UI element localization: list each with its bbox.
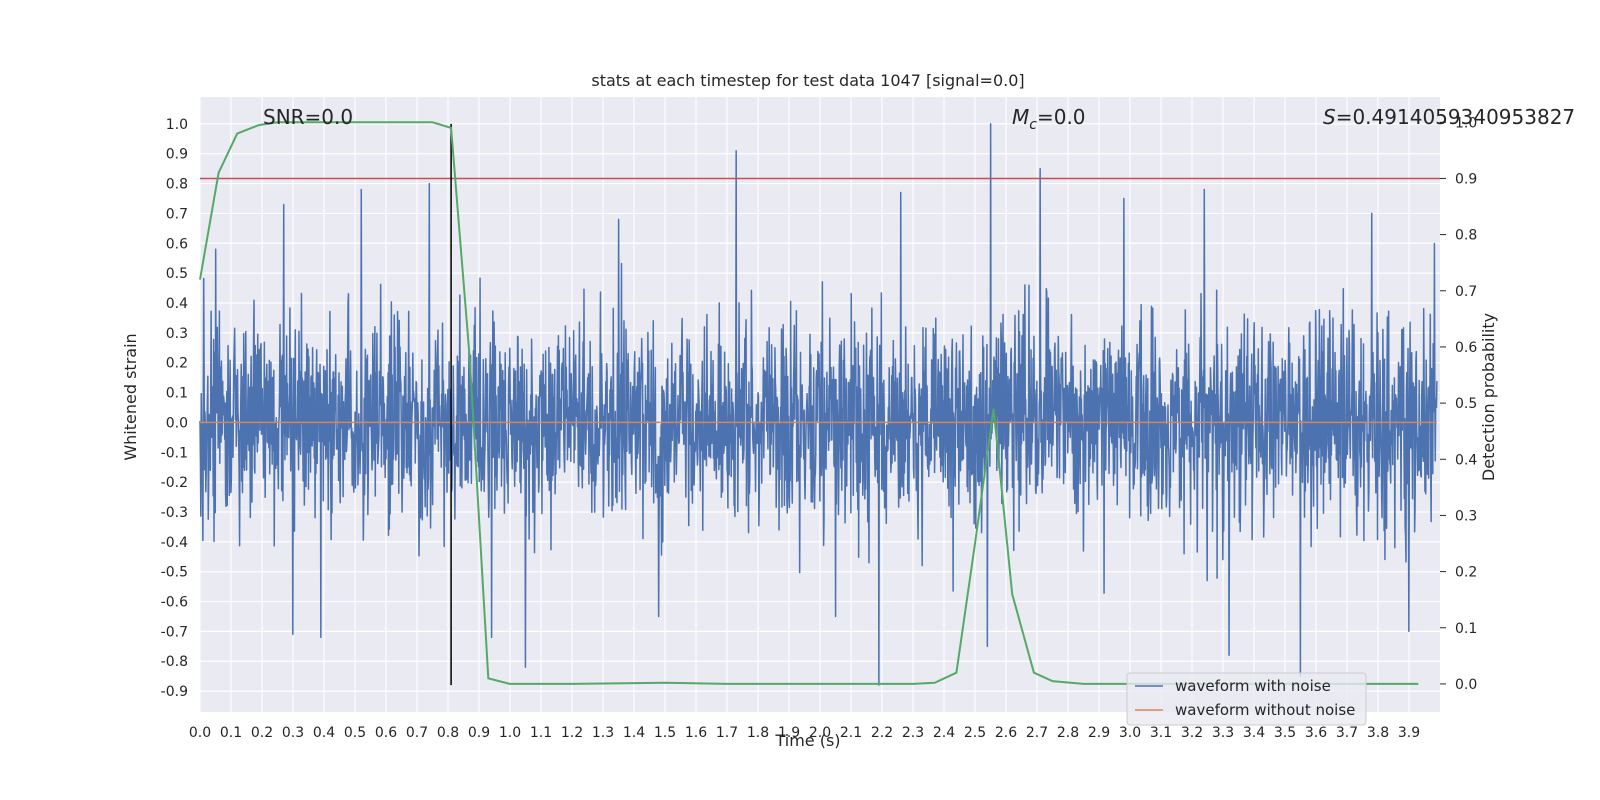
y-axis-label: Whitened strain [121, 333, 140, 460]
y-tick-label: 0.8 [166, 177, 188, 193]
x-tick-label: 1.6 [685, 725, 707, 741]
s-symbol: S [1323, 105, 1336, 129]
x-tick-label: 3.9 [1398, 725, 1420, 741]
y2-tick-label: 0.5 [1455, 396, 1477, 412]
legend-label-waveform-without-noise: waveform without noise [1175, 701, 1355, 719]
y2-axis-label: Detection probability [1479, 313, 1498, 481]
y2-tick-label: 0.6 [1455, 340, 1477, 356]
y-tick-label: -0.2 [161, 475, 188, 491]
mc-annotation: Mc=0.0 [1012, 105, 1086, 133]
x-tick-label: 0.8 [437, 725, 459, 741]
y-tick-label: -0.5 [161, 565, 188, 581]
x-tick-label: 3.5 [1274, 725, 1296, 741]
x-tick-label: 1.0 [499, 725, 521, 741]
y-axis-ticks: 1.0 0.9 0.8 0.7 0.6 0.5 0.4 0.3 0.2 0.1 0.0 -0.1 -0.… [161, 117, 188, 700]
x-tick-label: 3.2 [1181, 725, 1203, 741]
x-tick-label: 2.3 [902, 725, 924, 741]
waveform-with-noise-series [199, 123, 1438, 686]
x-tick-label: 3.1 [1150, 725, 1172, 741]
y-tick-label: 0.3 [166, 326, 188, 342]
y2-axis-ticks: 1.0 0.9 0.8 0.7 0.6 0.5 0.4 0.3 0.2 0.1 0.0 [1440, 115, 1477, 693]
mc-symbol: M [1012, 105, 1029, 129]
y-tick-label: 0.5 [166, 266, 188, 282]
y2-tick-label: 0.3 [1455, 508, 1477, 524]
y-tick-label: -0.8 [161, 654, 188, 670]
y2-tick-label: 0.8 [1455, 228, 1477, 244]
y-tick-label: 0.0 [166, 415, 188, 431]
y-tick-label: -0.6 [161, 595, 188, 611]
y-tick-label: 0.4 [166, 296, 188, 312]
y-tick-label: -0.4 [161, 535, 188, 551]
x-tick-label: 2.6 [995, 725, 1017, 741]
snr-annotation: SNR=0.0 [263, 105, 353, 129]
y2-tick-label: 1.0 [1455, 115, 1477, 131]
x-tick-label: 3.6 [1305, 725, 1327, 741]
legend-label-waveform-with-noise: waveform with noise [1175, 677, 1331, 695]
y-tick-label: 0.7 [166, 206, 188, 222]
x-tick-label: 1.3 [592, 725, 614, 741]
x-axis-ticks: 0.0 0.1 0.2 0.3 0.4 0.5 0.6 0.7 0.8 0.9 1.0 1.1 1.2 1… [189, 725, 1420, 741]
x-tick-label: 0.9 [468, 725, 490, 741]
y2-tick-label: 0.0 [1455, 677, 1477, 693]
y-tick-label: 0.1 [166, 386, 188, 402]
x-tick-label: 1.8 [747, 725, 769, 741]
y2-tick-label: 0.4 [1455, 452, 1477, 468]
mc-value: =0.0 [1037, 105, 1086, 129]
x-tick-label: 2.0 [809, 725, 831, 741]
x-tick-label: 0.3 [282, 725, 304, 741]
mc-subscript: c [1029, 117, 1037, 133]
x-tick-label: 1.2 [561, 725, 583, 741]
x-tick-label: 2.1 [840, 725, 862, 741]
y2-tick-label: 0.2 [1455, 565, 1477, 581]
x-tick-label: 3.8 [1367, 725, 1389, 741]
s-annotation: S=0.4914059340953827 [1323, 105, 1575, 129]
y-tick-label: -0.7 [161, 624, 188, 640]
x-tick-label: 0.1 [220, 725, 242, 741]
x-tick-label: 2.9 [1088, 725, 1110, 741]
y-tick-label: -0.3 [161, 505, 188, 521]
x-tick-label: 1.4 [623, 725, 645, 741]
y-tick-label: 0.6 [166, 236, 188, 252]
x-tick-label: 1.7 [716, 725, 738, 741]
legend: waveform with noise waveform without noi… [1126, 672, 1367, 726]
y2-tick-label: 0.1 [1455, 621, 1477, 637]
x-axis-label: Time (s) [774, 731, 840, 750]
x-tick-label: 0.0 [189, 725, 211, 741]
x-tick-label: 3.3 [1212, 725, 1234, 741]
x-tick-label: 2.8 [1057, 725, 1079, 741]
y-tick-label: -0.1 [161, 445, 188, 461]
x-tick-label: 2.2 [871, 725, 893, 741]
detection-probability-line [199, 121, 1419, 685]
x-tick-label: 3.0 [1119, 725, 1141, 741]
x-tick-label: 2.5 [964, 725, 986, 741]
x-tick-label: 0.7 [406, 725, 428, 741]
x-tick-label: 3.7 [1336, 725, 1358, 741]
x-tick-label: 0.5 [344, 725, 366, 741]
chart-title: stats at each timestep for test data 104… [591, 71, 1024, 90]
y-tick-label: -0.9 [161, 684, 188, 700]
y-tick-label: 0.9 [166, 147, 188, 163]
legend-box [1126, 672, 1367, 726]
x-tick-label: 1.1 [530, 725, 552, 741]
y-tick-label: 0.2 [166, 356, 188, 372]
x-tick-label: 2.4 [933, 725, 955, 741]
x-tick-label: 1.5 [654, 725, 676, 741]
waveform-with-noise-line [199, 123, 1438, 686]
s-value: =0.4914059340953827 [1336, 105, 1575, 129]
x-tick-label: 2.7 [1026, 725, 1048, 741]
y-tick-label: 1.0 [166, 117, 188, 133]
x-tick-label: 3.4 [1243, 725, 1265, 741]
y2-tick-label: 0.9 [1455, 171, 1477, 187]
y2-tick-label: 0.7 [1455, 284, 1477, 300]
x-tick-label: 0.6 [375, 725, 397, 741]
x-tick-label: 0.4 [313, 725, 335, 741]
x-tick-label: 1.9 [778, 725, 800, 741]
x-tick-label: 0.2 [251, 725, 273, 741]
